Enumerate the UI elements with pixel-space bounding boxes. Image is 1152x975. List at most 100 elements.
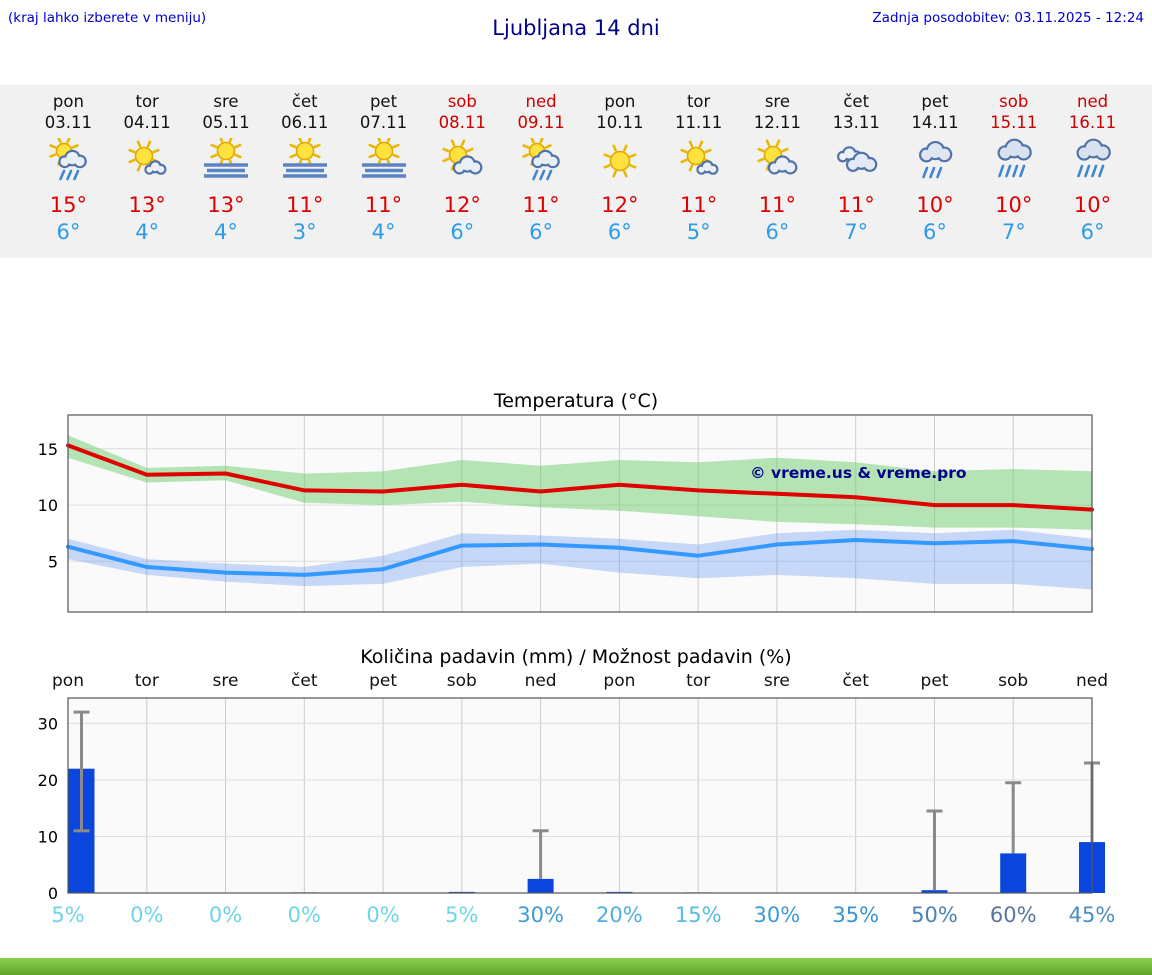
day-date: 07.11	[359, 113, 408, 132]
low-temp: 4°	[371, 220, 396, 244]
forecast-day: pet 07.11 11° 4°	[344, 91, 423, 246]
cloud-heavy-rain-icon	[974, 133, 1053, 189]
svg-text:0%: 0%	[288, 903, 321, 927]
svg-text:15: 15	[38, 440, 58, 459]
svg-text:30%: 30%	[754, 903, 801, 927]
high-temp: 11°	[364, 193, 403, 217]
low-temp: 6°	[529, 220, 554, 244]
day-name: čet	[843, 92, 870, 111]
svg-text:5: 5	[48, 552, 58, 571]
svg-text:ned: ned	[525, 671, 557, 691]
day-name: tor	[686, 92, 711, 111]
high-temp: 11°	[522, 193, 560, 217]
temperature-chart: 5 10 15 © vreme.us & vreme.pro	[38, 414, 1094, 613]
high-temp: 11°	[680, 193, 718, 217]
high-temp: 11°	[286, 193, 324, 217]
high-temp: 10°	[995, 193, 1033, 217]
day-name: tor	[135, 92, 159, 111]
precipitation-chart: pon tor sre čet pet sob ned pon tor sre čet pet sob n…	[38, 671, 1116, 927]
svg-text:10: 10	[38, 496, 58, 515]
sun-fog-icon	[265, 133, 344, 189]
forecast-day: pon 10.11 12° 6°	[580, 91, 659, 246]
cloud-heavy-rain-icon	[1053, 133, 1132, 189]
location-menu-hint: (kraj lahko izberete v meniju)	[8, 10, 207, 26]
day-date: 12.11	[753, 113, 802, 132]
svg-text:© vreme.us & vreme.pro: © vreme.us & vreme.pro	[750, 464, 966, 482]
day-date: 11.11	[675, 113, 723, 132]
day-date: 08.11	[438, 113, 486, 132]
low-temp: 6°	[1080, 220, 1105, 244]
day-name: sob	[999, 92, 1029, 111]
svg-text:10: 10	[38, 828, 58, 847]
day-date: 06.11	[281, 113, 329, 132]
high-temp: 11°	[758, 193, 797, 217]
high-temp: 13°	[207, 193, 245, 217]
svg-text:5%: 5%	[445, 903, 478, 927]
last-update: Zadnja posodobitev: 03.11.2025 - 12:24	[872, 10, 1144, 26]
svg-text:45%: 45%	[1069, 903, 1116, 927]
low-temp: 7°	[844, 220, 869, 244]
forecast-day: sob 08.11 12° 6°	[423, 91, 502, 246]
day-name: pet	[921, 92, 949, 111]
day-name: sre	[764, 92, 790, 111]
svg-text:20%: 20%	[596, 903, 643, 927]
svg-text:20: 20	[38, 771, 58, 790]
svg-text:0%: 0%	[209, 903, 242, 927]
temperature-chart-title: Temperatura (°C)	[493, 390, 659, 412]
forecast-day: ned 16.11 10° 6°	[1053, 91, 1132, 246]
day-date: 04.11	[123, 113, 171, 132]
day-date: 13.11	[832, 113, 880, 132]
svg-text:čet: čet	[291, 671, 318, 691]
svg-text:čet: čet	[842, 671, 869, 691]
low-temp: 6°	[607, 220, 632, 244]
sun-cloud-icon	[738, 133, 817, 189]
svg-text:0: 0	[48, 884, 58, 903]
day-name: sre	[213, 92, 239, 111]
svg-text:60%: 60%	[990, 903, 1037, 927]
sun-icon	[580, 133, 659, 189]
svg-text:pon: pon	[603, 671, 635, 691]
day-name: ned	[525, 92, 557, 111]
day-date: 03.11	[44, 113, 93, 132]
svg-text:sre: sre	[764, 671, 790, 691]
footer-green-bar	[0, 958, 1152, 975]
svg-text:ned: ned	[1076, 671, 1108, 691]
low-temp: 6°	[450, 220, 475, 244]
forecast-day: sre 12.11 11° 6°	[738, 91, 817, 246]
day-date: 05.11	[202, 113, 250, 132]
svg-text:pet: pet	[921, 671, 949, 691]
forecast-days-row: pon 03.11 15° 6° tor 04.11 13° 4° sre 05.11 13° 4° č…	[29, 91, 1132, 246]
low-temp: 7°	[1001, 220, 1026, 244]
page-title: Ljubljana 14 dni	[492, 16, 660, 40]
sun-fog-icon	[187, 133, 266, 189]
day-date: 10.11	[596, 113, 644, 132]
svg-text:15%: 15%	[675, 903, 722, 927]
sun-small-cloud-icon	[659, 133, 738, 189]
svg-text:30: 30	[38, 714, 58, 733]
precipitation-chart-title: Količina padavin (mm) / Možnost padavin …	[360, 646, 792, 668]
cloud-rain-icon	[896, 133, 975, 189]
sun-cloud-showers-icon	[29, 133, 108, 189]
svg-text:tor: tor	[686, 671, 710, 691]
svg-text:tor: tor	[135, 671, 159, 691]
svg-text:50%: 50%	[911, 903, 958, 927]
day-date: 16.11	[1068, 113, 1117, 132]
high-temp: 13°	[128, 193, 166, 217]
low-temp: 4°	[214, 220, 238, 244]
high-temp: 10°	[916, 193, 954, 217]
day-name: ned	[1077, 92, 1109, 111]
svg-text:0%: 0%	[130, 903, 163, 927]
low-temp: 6°	[765, 220, 790, 244]
forecast-day: pet 14.11 10° 6°	[896, 91, 975, 246]
high-temp: 12°	[601, 193, 639, 217]
sun-cloud-icon	[423, 133, 502, 189]
low-temp: 6°	[923, 220, 947, 244]
svg-text:0%: 0%	[366, 903, 399, 927]
sun-cloud-showers-icon	[502, 133, 581, 189]
svg-text:pet: pet	[369, 671, 397, 691]
forecast-day: sob 15.11 10° 7°	[974, 91, 1053, 246]
svg-text:sob: sob	[447, 671, 477, 691]
forecast-strip: pon 03.11 15° 6° tor 04.11 13° 4° sre 05.11 13° 4° č…	[0, 85, 1152, 258]
svg-text:30%: 30%	[517, 903, 564, 927]
cloudy-icon	[817, 133, 896, 189]
